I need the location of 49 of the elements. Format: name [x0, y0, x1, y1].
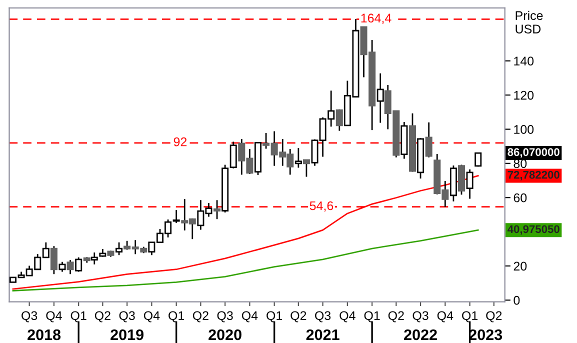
y-axis-title: Price USD — [516, 10, 543, 34]
x-tick-label: Q4 — [340, 311, 356, 322]
y-tick-label: 120 — [514, 90, 534, 100]
x-tick-label: Q4 — [242, 311, 258, 322]
x-tick-label: Q1 — [168, 311, 184, 322]
ref-line-label: 92 — [174, 137, 187, 146]
x2-tick-label: 2023 — [469, 329, 502, 340]
x-tick-label: Q3 — [315, 311, 331, 322]
y-tick-label: 140 — [514, 56, 534, 66]
x-tick-label: Q1 — [70, 311, 86, 322]
candlestick — [75, 256, 82, 272]
x-tick-label: Q2 — [290, 311, 306, 322]
x2-tick-label: 2020 — [208, 329, 242, 340]
x-tick-label: Q3 — [412, 311, 428, 322]
text: 86,070000 — [508, 148, 560, 158]
line-series — [12, 229, 479, 292]
x2-tick-label: 2019 — [110, 329, 144, 340]
x2-tick-label: 2022 — [404, 329, 437, 340]
candlestick — [116, 242, 123, 256]
x-tick-label: Q4 — [437, 311, 454, 322]
x2-tick-label: 2018 — [28, 329, 61, 340]
ref-line-label: 54,6 — [310, 201, 334, 212]
x-tick-label: Q3 — [119, 311, 135, 322]
x-tick-label: Q1 — [364, 311, 380, 322]
x-tick-label: Q1 — [266, 311, 282, 322]
x-tick-label: Q3 — [217, 311, 233, 322]
x-tick-label: Q2 — [94, 311, 110, 322]
candlestick — [466, 168, 474, 200]
x-tick-label: Q2 — [192, 311, 208, 322]
x-tick-label: Q4 — [144, 311, 160, 322]
text: 72,782200 — [508, 170, 560, 180]
x-tick-label: Q3 — [22, 311, 38, 322]
x-tick-label: Q4 — [46, 311, 62, 322]
x2-tick-label: 2021 — [306, 329, 340, 340]
x-tick-label: Q1 — [462, 311, 478, 322]
y-tick-label: 60 — [514, 193, 527, 202]
y-tick-label: 20 — [514, 262, 527, 271]
x-tick-label: Q2 — [486, 311, 502, 322]
candlestick — [474, 152, 482, 168]
candlestick — [90, 252, 98, 266]
x-tick-label: Q2 — [388, 311, 404, 322]
candlestick — [58, 261, 66, 272]
ref-line-label: 164,4 — [361, 14, 392, 24]
text: 40,975050 — [508, 225, 560, 235]
y-tick-label: 100 — [514, 125, 534, 134]
candlestick — [376, 72, 384, 124]
y-tick-label: 0 — [514, 296, 520, 305]
candlestick — [172, 209, 180, 224]
candlestick — [294, 147, 302, 168]
